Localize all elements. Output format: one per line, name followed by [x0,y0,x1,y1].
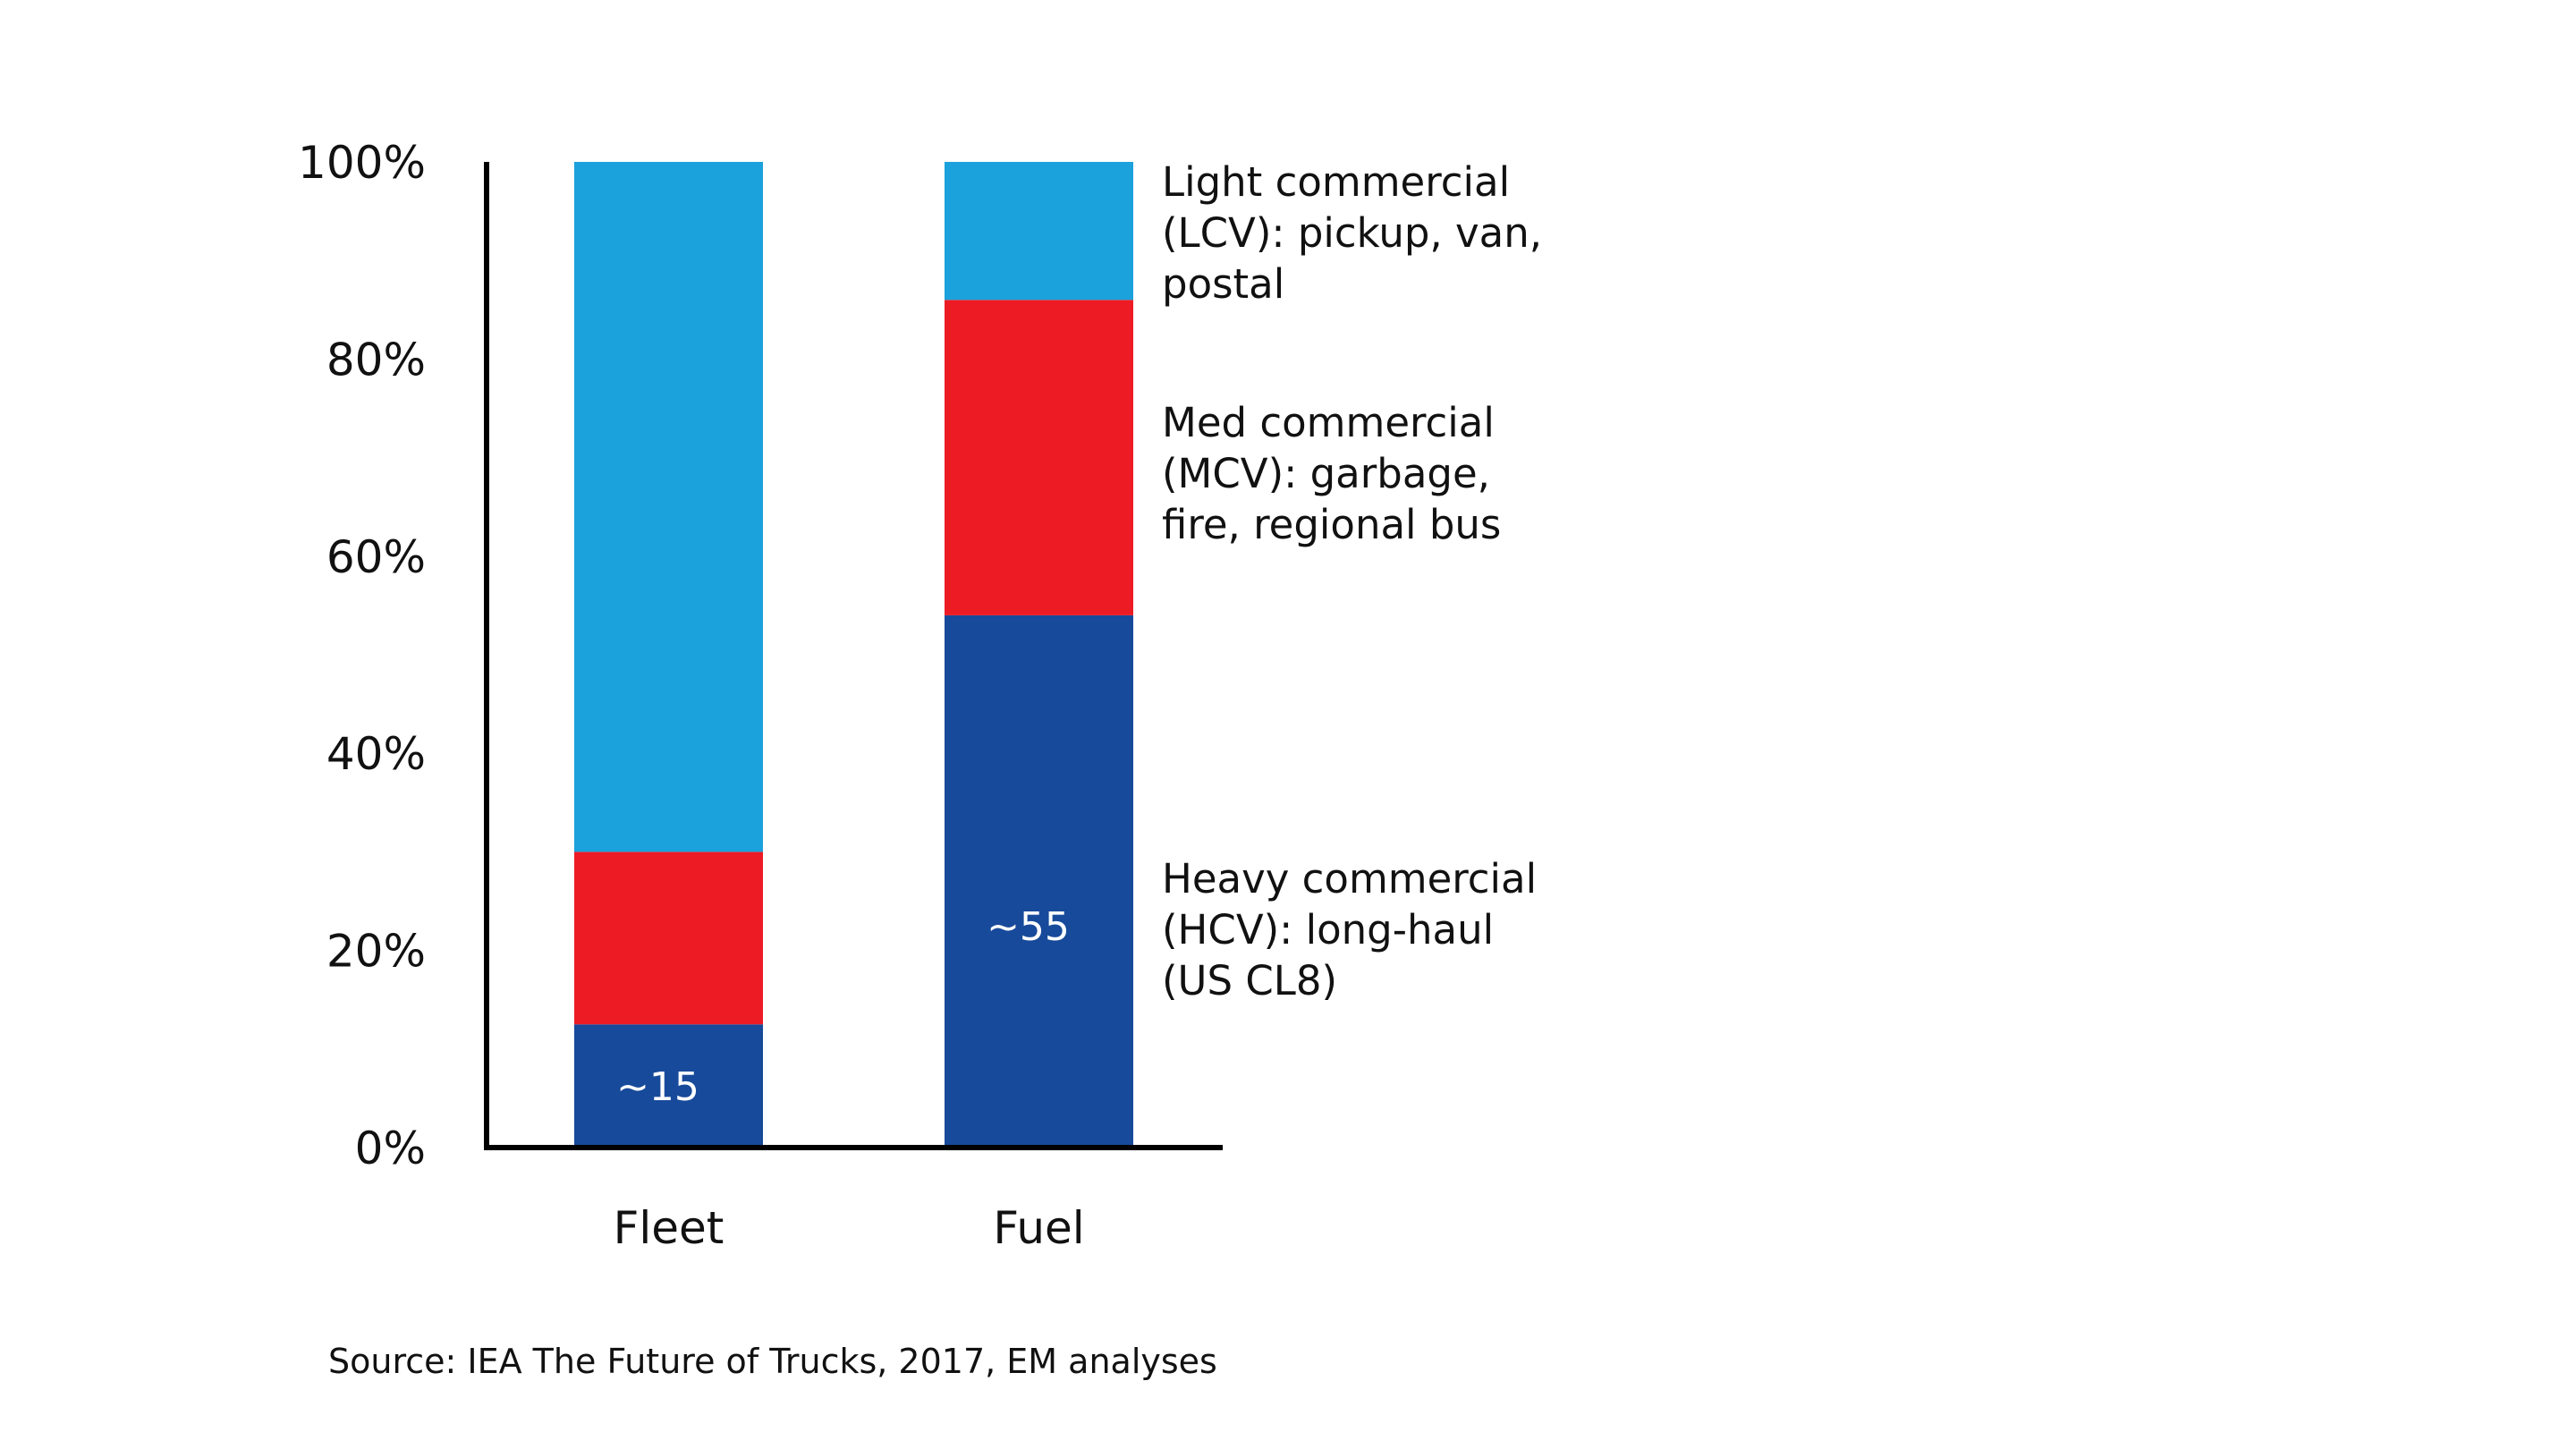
y-tick-label: 0% [355,1123,426,1174]
bar-value-label: ~55 [987,904,1070,950]
bar-value-label: ~15 [616,1064,699,1110]
legend-heavy-line: (US CL8) [1162,957,1337,1004]
bar-segment-med-fleet [574,852,763,1025]
legend-light-line: postal [1162,260,1284,308]
y-tick-label: 80% [326,334,426,386]
legend-heavy-line: (HCV): long-haul [1162,906,1494,953]
bar-segment-heavy-fleet [574,1024,763,1148]
bar-segment-light-fleet [574,162,763,852]
bar-segment-med-fuel [945,300,1133,615]
legend-med-line: (MCV): garbage, [1162,450,1490,497]
y-tick-label: 40% [326,728,426,780]
legend-med-line: fire, regional bus [1162,501,1501,548]
y-tick-label: 100% [298,137,426,189]
source-note: Source: IEA The Future of Trucks, 2017, … [328,1342,1217,1381]
bar-segment-light-fuel [945,162,1133,301]
legend-heavy-line: Heavy commercial [1162,855,1537,902]
legend-med-line: Med commercial [1162,399,1495,446]
y-tick-label: 20% [326,926,426,978]
legend-light-line: (LCV): pickup, van, [1162,209,1542,257]
x-category-label: Fleet [614,1202,724,1254]
y-tick-label: 60% [326,531,426,583]
bar-segment-heavy-fuel [945,614,1133,1148]
x-category-label: Fuel [993,1202,1084,1254]
legend-light-line: Light commercial [1162,158,1510,206]
